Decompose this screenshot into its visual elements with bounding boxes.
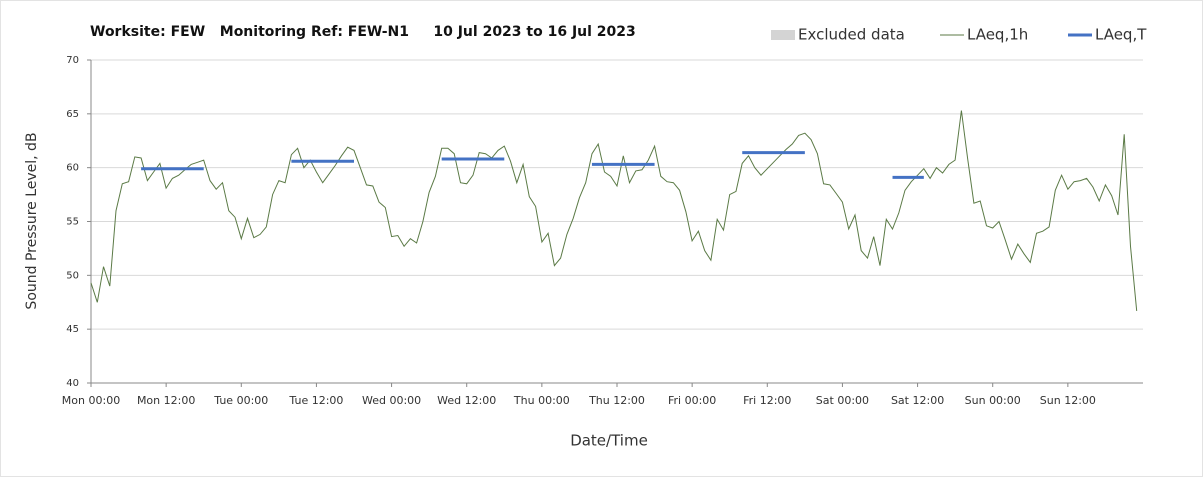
x-tick-label: Wed 00:00 [362,394,421,407]
x-tick-label: Fri 12:00 [743,394,791,407]
y-tick-label: 45 [66,324,79,335]
y-tick-label: 70 [66,55,79,66]
x-tick-label: Wed 12:00 [437,394,496,407]
y-tick-label: 55 [66,217,79,228]
x-tick-label: Sat 12:00 [891,394,944,407]
x-tick-label: Thu 12:00 [588,394,645,407]
y-axis-label: Sound Pressure Level, dB [24,132,40,309]
y-tick-label: 50 [66,270,79,281]
chart-title: Worksite: FEW Monitoring Ref: FEW-N1 10 … [90,24,636,40]
x-tick-label: Sun 12:00 [1040,394,1096,407]
y-tick-label: 40 [66,378,79,389]
x-tick-label: Mon 00:00 [62,394,120,407]
x-tick-label: Tue 12:00 [288,394,343,407]
x-tick-label: Mon 12:00 [137,394,195,407]
x-tick-label: Thu 00:00 [513,394,570,407]
x-tick-label: Sun 00:00 [965,394,1021,407]
data-line [90,110,1138,311]
x-tick-label: Tue 00:00 [213,394,268,407]
x-tick-label: Fri 00:00 [668,394,716,407]
legend-swatch [771,30,795,40]
y-tick-label: 65 [66,109,79,120]
legend-label: LAeq,T [1095,26,1147,44]
x-tick-label: Sat 00:00 [816,394,869,407]
legend-label: Excluded data [798,26,905,44]
x-axis-label: Date/Time [570,432,648,450]
legend-label: LAeq,1h [967,26,1028,44]
y-tick-label: 60 [66,163,79,174]
